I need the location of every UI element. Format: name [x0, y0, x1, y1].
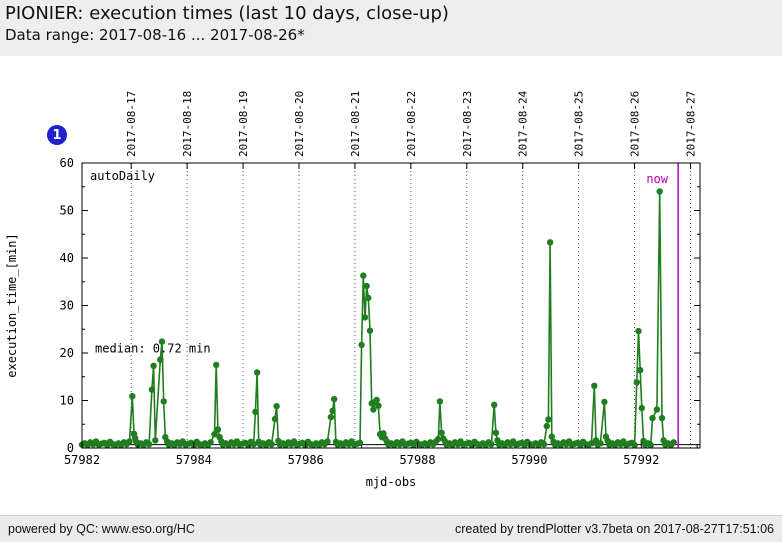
data-point — [438, 429, 445, 436]
data-point — [360, 272, 367, 279]
data-point — [356, 439, 364, 446]
chart-header: PIONIER: execution times (last 10 days, … — [0, 0, 782, 56]
chart-area: 2017-08-17 2017-08-18 2017-08-19 2017-08-20… — [0, 56, 782, 515]
data-point — [150, 362, 157, 369]
data-point — [435, 435, 442, 443]
y-tick-label: 0 — [67, 441, 74, 455]
data-point — [653, 406, 661, 413]
x-tick-label: 57988 — [400, 453, 436, 467]
data-point — [488, 441, 495, 448]
data-point — [597, 440, 604, 447]
x-tick-label: 57992 — [623, 453, 659, 467]
data-point — [366, 327, 374, 334]
plot-background — [82, 163, 700, 448]
y-axis-title: execution_time_[min] — [5, 233, 19, 378]
data-point — [492, 429, 500, 436]
data-point — [329, 407, 336, 415]
median-label: median: 0.72 min — [95, 341, 211, 355]
top-date-label: 2017-08-17 — [125, 91, 138, 157]
data-point — [358, 341, 365, 349]
y-tick-label: 10 — [60, 394, 74, 408]
data-point — [211, 431, 218, 438]
data-point — [638, 404, 645, 412]
data-point — [250, 441, 257, 448]
data-point — [268, 441, 275, 448]
x-axis-title: mjd-obs — [366, 475, 417, 489]
data-point — [375, 402, 382, 409]
data-point — [658, 414, 666, 422]
top-date-label: 2017-08-18 — [181, 91, 194, 157]
data-point — [548, 433, 555, 440]
data-point — [145, 441, 153, 448]
data-point — [129, 393, 136, 400]
top-date-label: 2017-08-27 — [684, 91, 697, 157]
top-date-label: 2017-08-21 — [349, 91, 362, 157]
data-point — [637, 366, 644, 374]
now-label: now — [646, 172, 668, 186]
y-tick-label: 50 — [60, 204, 74, 218]
footer-bar: powered by QC: www.eso.org/HC created by… — [0, 515, 782, 542]
data-point — [543, 422, 550, 430]
x-tick-label: 57982 — [64, 453, 100, 467]
data-point — [126, 438, 133, 445]
data-point — [152, 437, 159, 444]
y-tick-label: 20 — [60, 346, 74, 360]
data-point — [160, 398, 167, 405]
data-point — [380, 430, 387, 437]
y-tick-label: 30 — [60, 299, 74, 313]
data-point — [373, 396, 380, 404]
data-point — [273, 403, 280, 410]
footer-created-by: created by trendPlotter v3.7beta on 2017… — [455, 522, 774, 536]
data-point — [214, 426, 222, 433]
data-point — [647, 441, 654, 449]
data-point — [327, 413, 335, 421]
x-tick-label: 57990 — [511, 453, 547, 467]
top-date-label: 2017-08-19 — [237, 91, 250, 157]
data-point — [656, 188, 663, 195]
top-date-label: 2017-08-24 — [517, 90, 530, 157]
top-date-label: 2017-08-26 — [629, 91, 642, 157]
y-tick-label: 60 — [60, 156, 74, 170]
data-point — [436, 398, 444, 405]
data-point — [365, 294, 372, 302]
data-point — [363, 282, 370, 290]
data-point — [633, 379, 640, 386]
data-point — [148, 386, 156, 393]
top-date-label: 2017-08-20 — [293, 91, 306, 157]
data-point — [361, 314, 369, 321]
plot-index-badge[interactable]: 1 — [47, 125, 67, 145]
data-point — [252, 408, 259, 416]
data-point — [370, 406, 377, 413]
data-point — [324, 438, 331, 445]
data-point — [540, 441, 548, 448]
data-point — [670, 439, 677, 446]
data-point — [158, 338, 166, 345]
data-range-subtitle: Data range: 2017-08-16 ... 2017-08-26* — [5, 25, 305, 44]
data-point — [491, 401, 498, 408]
x-tick-label: 57984 — [176, 453, 212, 467]
data-point — [213, 361, 220, 369]
data-point — [546, 239, 554, 246]
x-tick-label: 57986 — [288, 453, 324, 467]
execution-times-plot: 2017-08-17 2017-08-18 2017-08-19 2017-08-20… — [5, 90, 701, 489]
data-point — [649, 414, 656, 422]
page-title: PIONIER: execution times (last 10 days, … — [5, 3, 449, 24]
data-point — [635, 327, 642, 335]
top-date-label: 2017-08-23 — [461, 91, 474, 157]
data-point — [253, 369, 261, 376]
top-date-label: 2017-08-25 — [573, 91, 586, 157]
data-point — [157, 356, 164, 363]
data-point — [591, 382, 598, 389]
data-point — [207, 439, 214, 446]
data-point — [331, 395, 338, 403]
data-point — [631, 441, 638, 449]
footer-powered-by: powered by QC: www.eso.org/HC — [8, 522, 195, 536]
series-label: autoDaily — [90, 169, 155, 183]
top-date-label: 2017-08-22 — [405, 91, 418, 157]
data-point — [545, 416, 552, 423]
data-point — [601, 398, 608, 406]
data-point — [271, 415, 279, 423]
y-tick-label: 40 — [60, 251, 74, 265]
